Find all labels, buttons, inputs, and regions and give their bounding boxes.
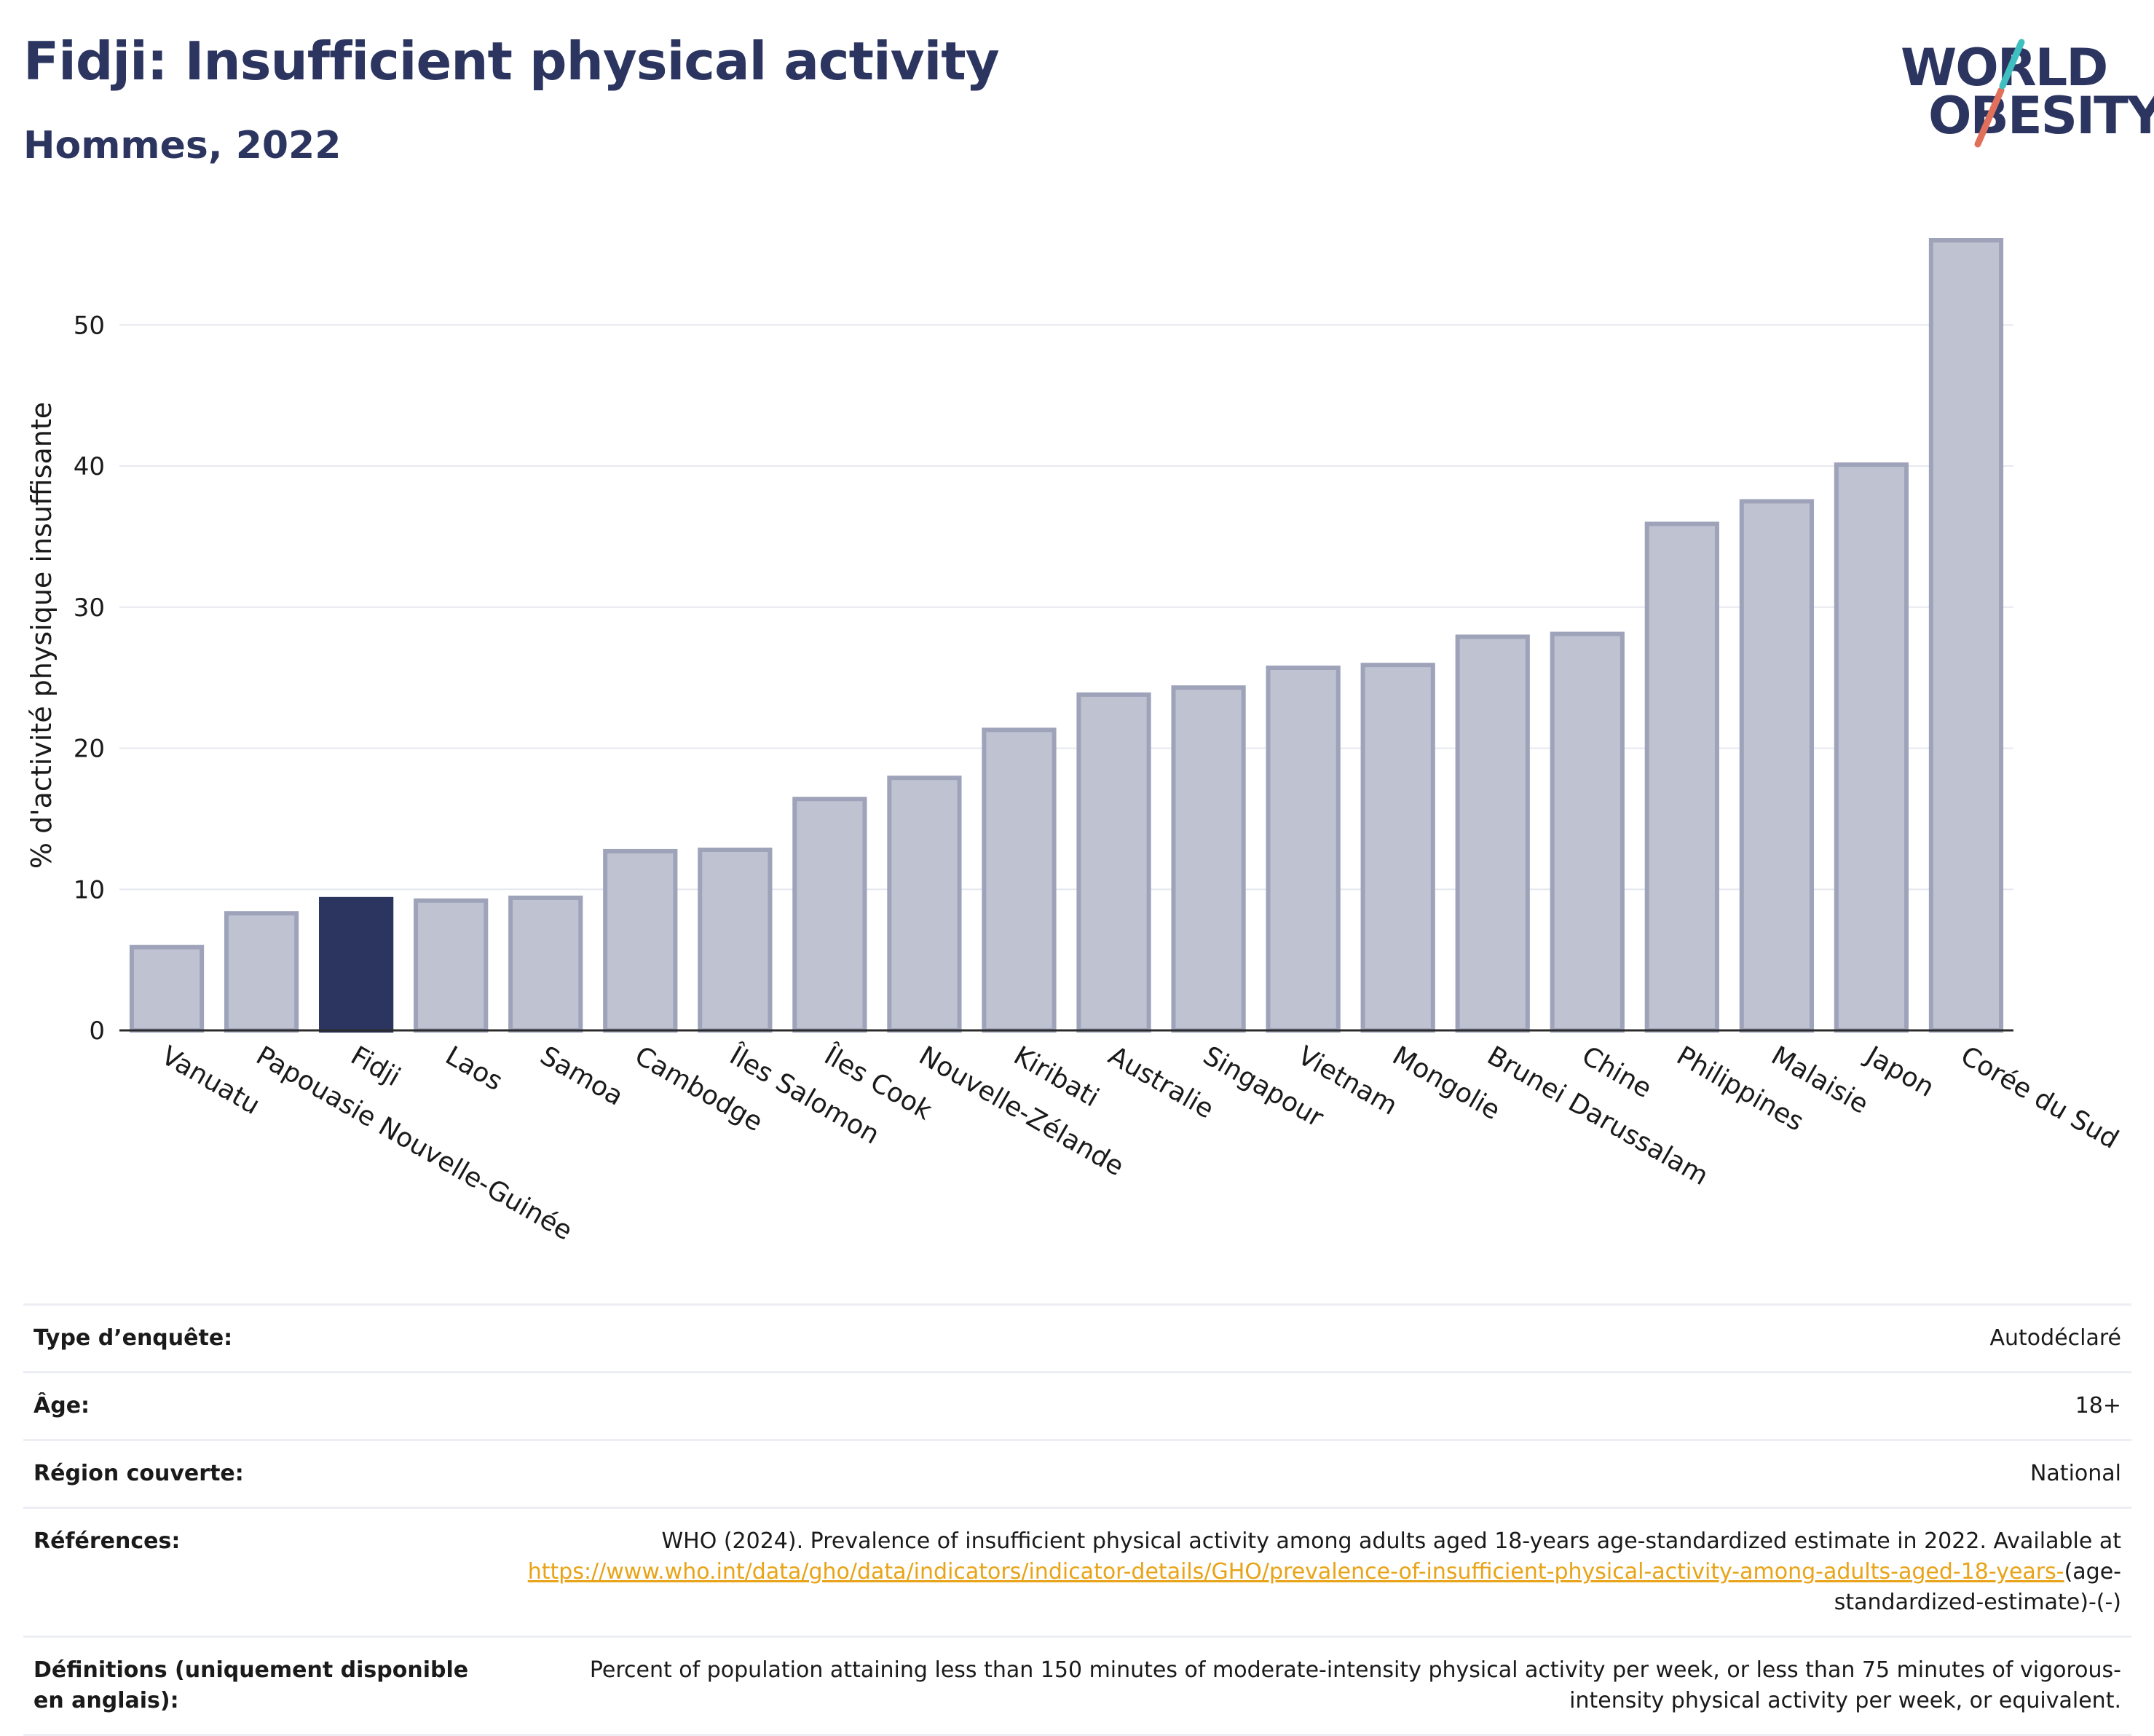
y-tick-label: 20 xyxy=(74,735,105,764)
chart-subtitle: Hommes, 2022 xyxy=(23,124,342,167)
info-label: Région couverte: xyxy=(33,1461,244,1486)
logo-slash-icon xyxy=(1974,39,2025,148)
info-value: Autodéclaré xyxy=(1989,1325,2122,1351)
bar xyxy=(1360,663,1435,1033)
bar xyxy=(698,848,773,1033)
reference-link[interactable]: https://www.who.int/data/gho/data/indica… xyxy=(527,1559,2064,1585)
x-tick-label: Laos xyxy=(441,1041,508,1097)
info-row-definitions: Définitions (uniquement disponible en an… xyxy=(23,1636,2131,1735)
y-tick-label: 10 xyxy=(74,875,105,904)
x-tick-label: Fidji xyxy=(346,1041,406,1092)
bar xyxy=(792,797,867,1033)
x-tick-label: Australie xyxy=(1103,1041,1218,1124)
y-tick-label: 0 xyxy=(89,1017,105,1046)
bar xyxy=(1739,499,1814,1033)
bar xyxy=(1834,462,1909,1033)
bar xyxy=(982,727,1057,1033)
info-value: 18+ xyxy=(2075,1393,2121,1419)
info-value: WHO (2024). Prevalence of insufficient p… xyxy=(500,1508,2131,1637)
bar xyxy=(1266,666,1341,1033)
world-obesity-logo: WORLD OBESITY xyxy=(1901,22,2154,160)
logo-line-2: OBESITY xyxy=(1928,86,2154,146)
bar xyxy=(1550,631,1625,1033)
bar xyxy=(1928,238,2004,1033)
bar xyxy=(1644,521,1719,1033)
bar xyxy=(1455,634,1530,1033)
y-tick-label: 40 xyxy=(74,452,105,481)
info-row-age: Âge: 18+ xyxy=(23,1372,2131,1440)
bar xyxy=(603,848,678,1033)
x-tick-label: Samoa xyxy=(535,1041,628,1112)
info-label: Âge: xyxy=(33,1393,90,1419)
info-table: Type d’enquête: Autodéclaré Âge: 18+ Rég… xyxy=(23,1303,2131,1736)
info-label: Références: xyxy=(33,1528,181,1554)
y-tick-label: 50 xyxy=(74,311,105,340)
bar xyxy=(1076,692,1151,1033)
bar xyxy=(508,895,583,1033)
info-value: Percent of population attaining less tha… xyxy=(589,1657,2121,1713)
bar xyxy=(887,776,962,1033)
info-label: Type d’enquête: xyxy=(33,1325,233,1351)
x-tick-label: Papouasie Nouvelle-Guinée xyxy=(251,1041,577,1246)
bar xyxy=(1171,685,1246,1033)
reference-text: WHO (2024). Prevalence of insufficient p… xyxy=(661,1528,2121,1554)
bar xyxy=(224,911,299,1033)
chart-title: Fidji: Insufficient physical activity xyxy=(23,31,1000,92)
y-tick-label: 30 xyxy=(74,593,105,623)
y-axis-label: % d'activité physique insuffisante xyxy=(25,402,58,869)
x-tick-label: Mongolie xyxy=(1387,1041,1505,1126)
info-label: Définitions (uniquement disponible en an… xyxy=(33,1657,469,1713)
x-tick-label: Vanuatu xyxy=(157,1041,265,1121)
bar xyxy=(319,896,394,1033)
info-row-survey-type: Type d’enquête: Autodéclaré xyxy=(23,1304,2131,1373)
bar-chart: 0 10 20 30 40 50 % d'activité physique insuffi… xyxy=(25,238,2123,1247)
info-row-region: Région couverte: National xyxy=(23,1440,2131,1508)
bar xyxy=(129,944,205,1033)
bar xyxy=(414,898,489,1033)
x-tick-label: Corée du Sud xyxy=(1955,1041,2123,1155)
info-row-references: Références: WHO (2024). Prevalence of in… xyxy=(23,1507,2131,1637)
reference-suffix: (age-standardized-estimate)-(-) xyxy=(1834,1559,2121,1615)
info-value: National xyxy=(2029,1461,2121,1486)
